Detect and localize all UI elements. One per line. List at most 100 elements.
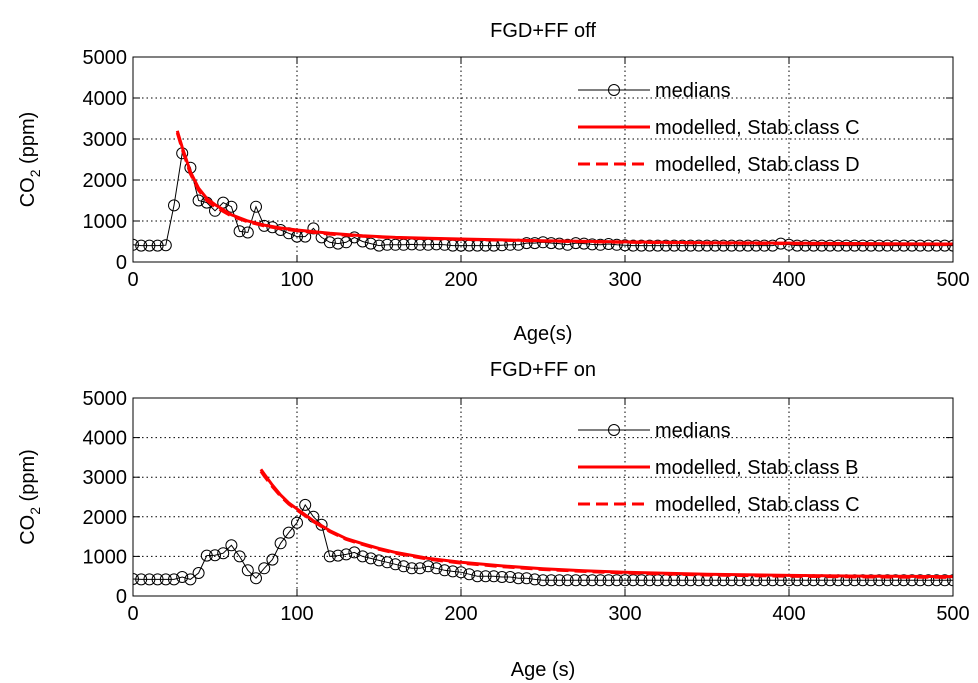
median-point — [266, 553, 279, 566]
median-point — [356, 550, 369, 563]
plot-series — [133, 468, 953, 587]
median-point — [733, 239, 746, 252]
legend-label: modelled, Stab.class C — [655, 117, 860, 139]
median-point — [914, 574, 927, 587]
median-point — [643, 239, 656, 252]
median-point — [545, 574, 558, 587]
series-line-modelled-dashed — [259, 470, 953, 579]
median-point — [332, 549, 344, 562]
median-point — [405, 562, 418, 575]
median-point — [725, 239, 738, 252]
median-point — [332, 237, 344, 250]
median-point — [225, 539, 238, 552]
median-point — [168, 199, 180, 212]
median-point — [241, 564, 254, 577]
y-tick-label: 3000 — [83, 129, 128, 151]
median-point — [602, 238, 615, 250]
y-axis-label-main: CO — [17, 177, 39, 207]
median-point — [487, 570, 500, 583]
median-point — [455, 566, 467, 579]
median-point — [947, 574, 953, 587]
median-point — [233, 550, 246, 563]
median-point — [619, 239, 631, 252]
x-tick-label: 400 — [772, 603, 805, 625]
median-point — [176, 571, 189, 583]
x-tick-label: 500 — [936, 269, 969, 291]
median-point — [151, 239, 164, 252]
median-point — [250, 572, 262, 585]
series-line-modelled-dashed — [175, 132, 953, 246]
median-point — [159, 239, 172, 252]
median-point — [537, 574, 549, 587]
median-point — [660, 239, 672, 252]
y-tick-label: 5000 — [83, 47, 128, 69]
median-point — [553, 574, 566, 587]
plot-series — [133, 130, 953, 252]
median-point — [676, 239, 689, 252]
median-point — [791, 239, 804, 252]
median-point — [151, 573, 164, 586]
y-tick-label: 0 — [116, 586, 127, 608]
median-point — [471, 570, 484, 583]
y-tick-label: 1000 — [83, 211, 128, 233]
median-point — [225, 200, 238, 213]
axes-box — [132, 56, 954, 263]
median-point — [414, 562, 426, 575]
y-axis-label-unit: (ppm) — [17, 449, 39, 507]
y-tick-label: 4000 — [83, 428, 128, 450]
median-point — [528, 573, 541, 586]
y-axis-label-unit: (ppm) — [17, 112, 39, 170]
median-point — [463, 568, 476, 581]
median-point — [610, 238, 623, 251]
median-point — [233, 225, 246, 238]
median-point — [135, 239, 148, 252]
y-tick-label: 4000 — [83, 88, 128, 110]
median-point — [192, 567, 205, 579]
median-point — [881, 574, 894, 587]
median-point — [479, 570, 492, 583]
median-point — [430, 562, 443, 575]
median-point — [133, 573, 139, 585]
median-point — [897, 574, 910, 587]
median-point — [438, 564, 451, 577]
median-point — [635, 574, 648, 587]
median-point — [651, 239, 664, 252]
median-point — [594, 238, 607, 251]
x-tick-label: 300 — [608, 269, 641, 291]
median-point — [922, 574, 935, 587]
x-tick-label: 0 — [127, 269, 138, 291]
median-point — [274, 537, 287, 550]
median-point — [947, 239, 953, 252]
median-point — [364, 552, 377, 565]
median-point — [512, 572, 525, 585]
median-point — [373, 239, 385, 252]
median-point — [938, 574, 951, 587]
median-point — [135, 573, 148, 586]
x-tick-label: 0 — [127, 603, 138, 625]
median-point — [381, 556, 394, 569]
median-point — [323, 236, 336, 249]
x-tick-label: 500 — [936, 603, 969, 625]
y-axis-label: CO2 (ppm) — [17, 112, 43, 208]
median-point — [619, 574, 631, 587]
chart-fgd-ff-off: 0 100 200 300 400 500010002000300040005000FGD… — [17, 20, 970, 345]
median-point — [561, 238, 574, 251]
median-point — [602, 574, 615, 587]
median-point — [873, 239, 886, 252]
median-point — [143, 573, 156, 586]
median-point — [717, 239, 730, 252]
x-axis-label: Age (s) — [511, 659, 575, 681]
legend: medians modelled, Stab.class C modelled, S… — [578, 80, 860, 176]
median-point — [742, 239, 754, 252]
legend-label: medians — [655, 420, 731, 442]
median-point — [258, 562, 271, 575]
legend-label: modelled, Stab.class D — [655, 154, 860, 176]
y-tick-label: 1000 — [83, 546, 128, 568]
median-point — [569, 574, 582, 587]
median-point — [348, 546, 361, 559]
chart-title: FGD+FF on — [490, 359, 596, 381]
median-point — [282, 526, 295, 539]
median-point — [133, 238, 139, 251]
legend-label: modelled, Stab.class C — [655, 494, 860, 516]
